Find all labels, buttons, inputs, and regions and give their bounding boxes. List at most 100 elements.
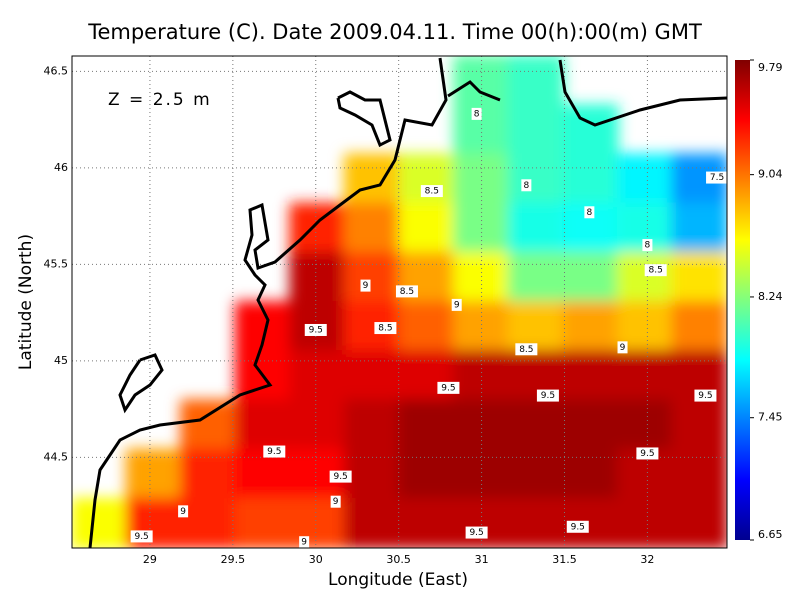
grid: 29 29.5 30 30.5 31 31.5 32 44.5 45 45.5 46 46.5 — [44, 56, 727, 566]
field-cell — [453, 350, 510, 402]
x-tick-label: 29 — [143, 553, 157, 566]
field-cell — [398, 497, 456, 548]
contour-label-box — [515, 343, 538, 356]
contour-label: 8.5 — [425, 187, 439, 197]
contour-label-box — [566, 520, 589, 533]
contour-label-box — [304, 323, 327, 336]
field-cell — [562, 153, 619, 205]
y-axis-label: Latitude (North) — [16, 234, 36, 370]
field-cell — [72, 497, 128, 548]
y-tick-label: 45 — [54, 354, 68, 367]
field — [72, 56, 727, 548]
contour-label-box — [617, 341, 628, 354]
contour-label-box — [420, 185, 443, 198]
contour-label: 8.5 — [400, 287, 414, 297]
contour-label-box — [395, 285, 418, 298]
field-cell — [507, 399, 565, 451]
field-cell — [343, 202, 401, 254]
contour-label-box — [374, 322, 397, 335]
contour-label: 8 — [474, 109, 480, 119]
field-cell — [180, 497, 237, 548]
field-cell — [125, 448, 183, 500]
contour-label-box — [644, 264, 667, 277]
contour-label-box — [263, 445, 286, 458]
contour-label: 8 — [645, 241, 651, 251]
contour-label: 8.5 — [519, 345, 533, 355]
field-cell — [180, 448, 237, 500]
contour-label: 9.5 — [541, 391, 555, 401]
field-cell — [671, 497, 727, 548]
field-cell — [562, 350, 619, 402]
contour-label-box — [437, 381, 460, 394]
contour-label: 9.5 — [469, 528, 483, 538]
field-cell — [343, 399, 401, 451]
contour-label: 9 — [363, 281, 369, 291]
field-cell — [453, 301, 510, 353]
contour-label: 9.5 — [134, 532, 148, 542]
contour-label: 8.5 — [649, 266, 663, 276]
river-line — [447, 80, 501, 102]
y-tick-label: 46.5 — [44, 64, 69, 77]
contour-label-box — [706, 171, 729, 184]
coast-line — [558, 59, 727, 127]
field-cell — [616, 350, 674, 402]
field-cell — [562, 301, 619, 353]
field-cell — [562, 448, 619, 500]
field-cell — [180, 399, 237, 451]
contour-label: 9.5 — [698, 391, 712, 401]
field-cell — [343, 497, 401, 548]
field-cell — [453, 497, 510, 548]
contour-label: 9 — [180, 507, 186, 517]
field-cell — [507, 104, 565, 156]
field-cell — [562, 251, 619, 303]
x-axis-label: Longitude (East) — [328, 570, 468, 590]
field-cell — [616, 153, 674, 205]
colorbar-ticks: 6.65 7.45 8.24 9.04 9.79 — [750, 59, 783, 541]
contour-label: 9 — [301, 538, 307, 548]
colorbar-tick-label: 8.24 — [758, 290, 783, 303]
y-tick-label: 46 — [54, 161, 68, 174]
contour-label: 8.5 — [378, 324, 392, 334]
colorbar-tick-label: 9.79 — [758, 61, 783, 74]
plot-frame — [71, 55, 728, 549]
contour-label: 9.5 — [571, 522, 585, 532]
contour-label: 7.5 — [710, 173, 724, 183]
field-cell — [289, 251, 346, 303]
colorbar — [735, 60, 750, 540]
field-cell — [507, 497, 565, 548]
contour-label-box — [521, 179, 532, 192]
contour-labels: 8 8 8.5 8 7.5 8 8.5 9 8.5 9 9.5 8.5 8.5 9 9.5 9.5 9.5 9.5… — [130, 107, 729, 549]
chart-title: Temperature (C). Date 2009.04.11. Time 0… — [87, 20, 702, 44]
contour-label-box — [299, 536, 310, 549]
contour-label: 9 — [454, 300, 460, 310]
contour-label-box — [360, 279, 371, 292]
colorbar-tick-label: 7.45 — [758, 411, 783, 424]
lake-line — [336, 90, 392, 148]
coastline — [88, 57, 727, 548]
field-cell — [234, 497, 292, 548]
contour-label-box — [471, 107, 482, 120]
x-tick-label: 31.5 — [552, 553, 577, 566]
contour-label-box — [130, 530, 153, 543]
contour-label-box — [330, 495, 341, 508]
field-cell — [507, 153, 565, 205]
contour-label-box — [465, 526, 488, 539]
contour-label: 8 — [523, 181, 529, 191]
field-cell — [507, 56, 565, 107]
depth-annotation: Z = 2.5 m — [108, 90, 212, 110]
colorbar-tick-label: 6.65 — [758, 528, 783, 541]
x-tick-label: 31 — [475, 553, 489, 566]
x-tick-label: 30.5 — [386, 553, 411, 566]
colorbar-tick-label: 9.04 — [758, 168, 783, 181]
field-cell — [562, 399, 619, 451]
field-cell — [671, 399, 727, 451]
field-cell — [453, 399, 510, 451]
contour-label: 9 — [333, 497, 339, 507]
field-cell — [616, 251, 674, 303]
x-tick-label: 30 — [309, 553, 323, 566]
field-cell — [507, 251, 565, 303]
field-cell — [671, 251, 727, 303]
field-cell — [562, 104, 619, 156]
field-cell — [507, 202, 565, 254]
